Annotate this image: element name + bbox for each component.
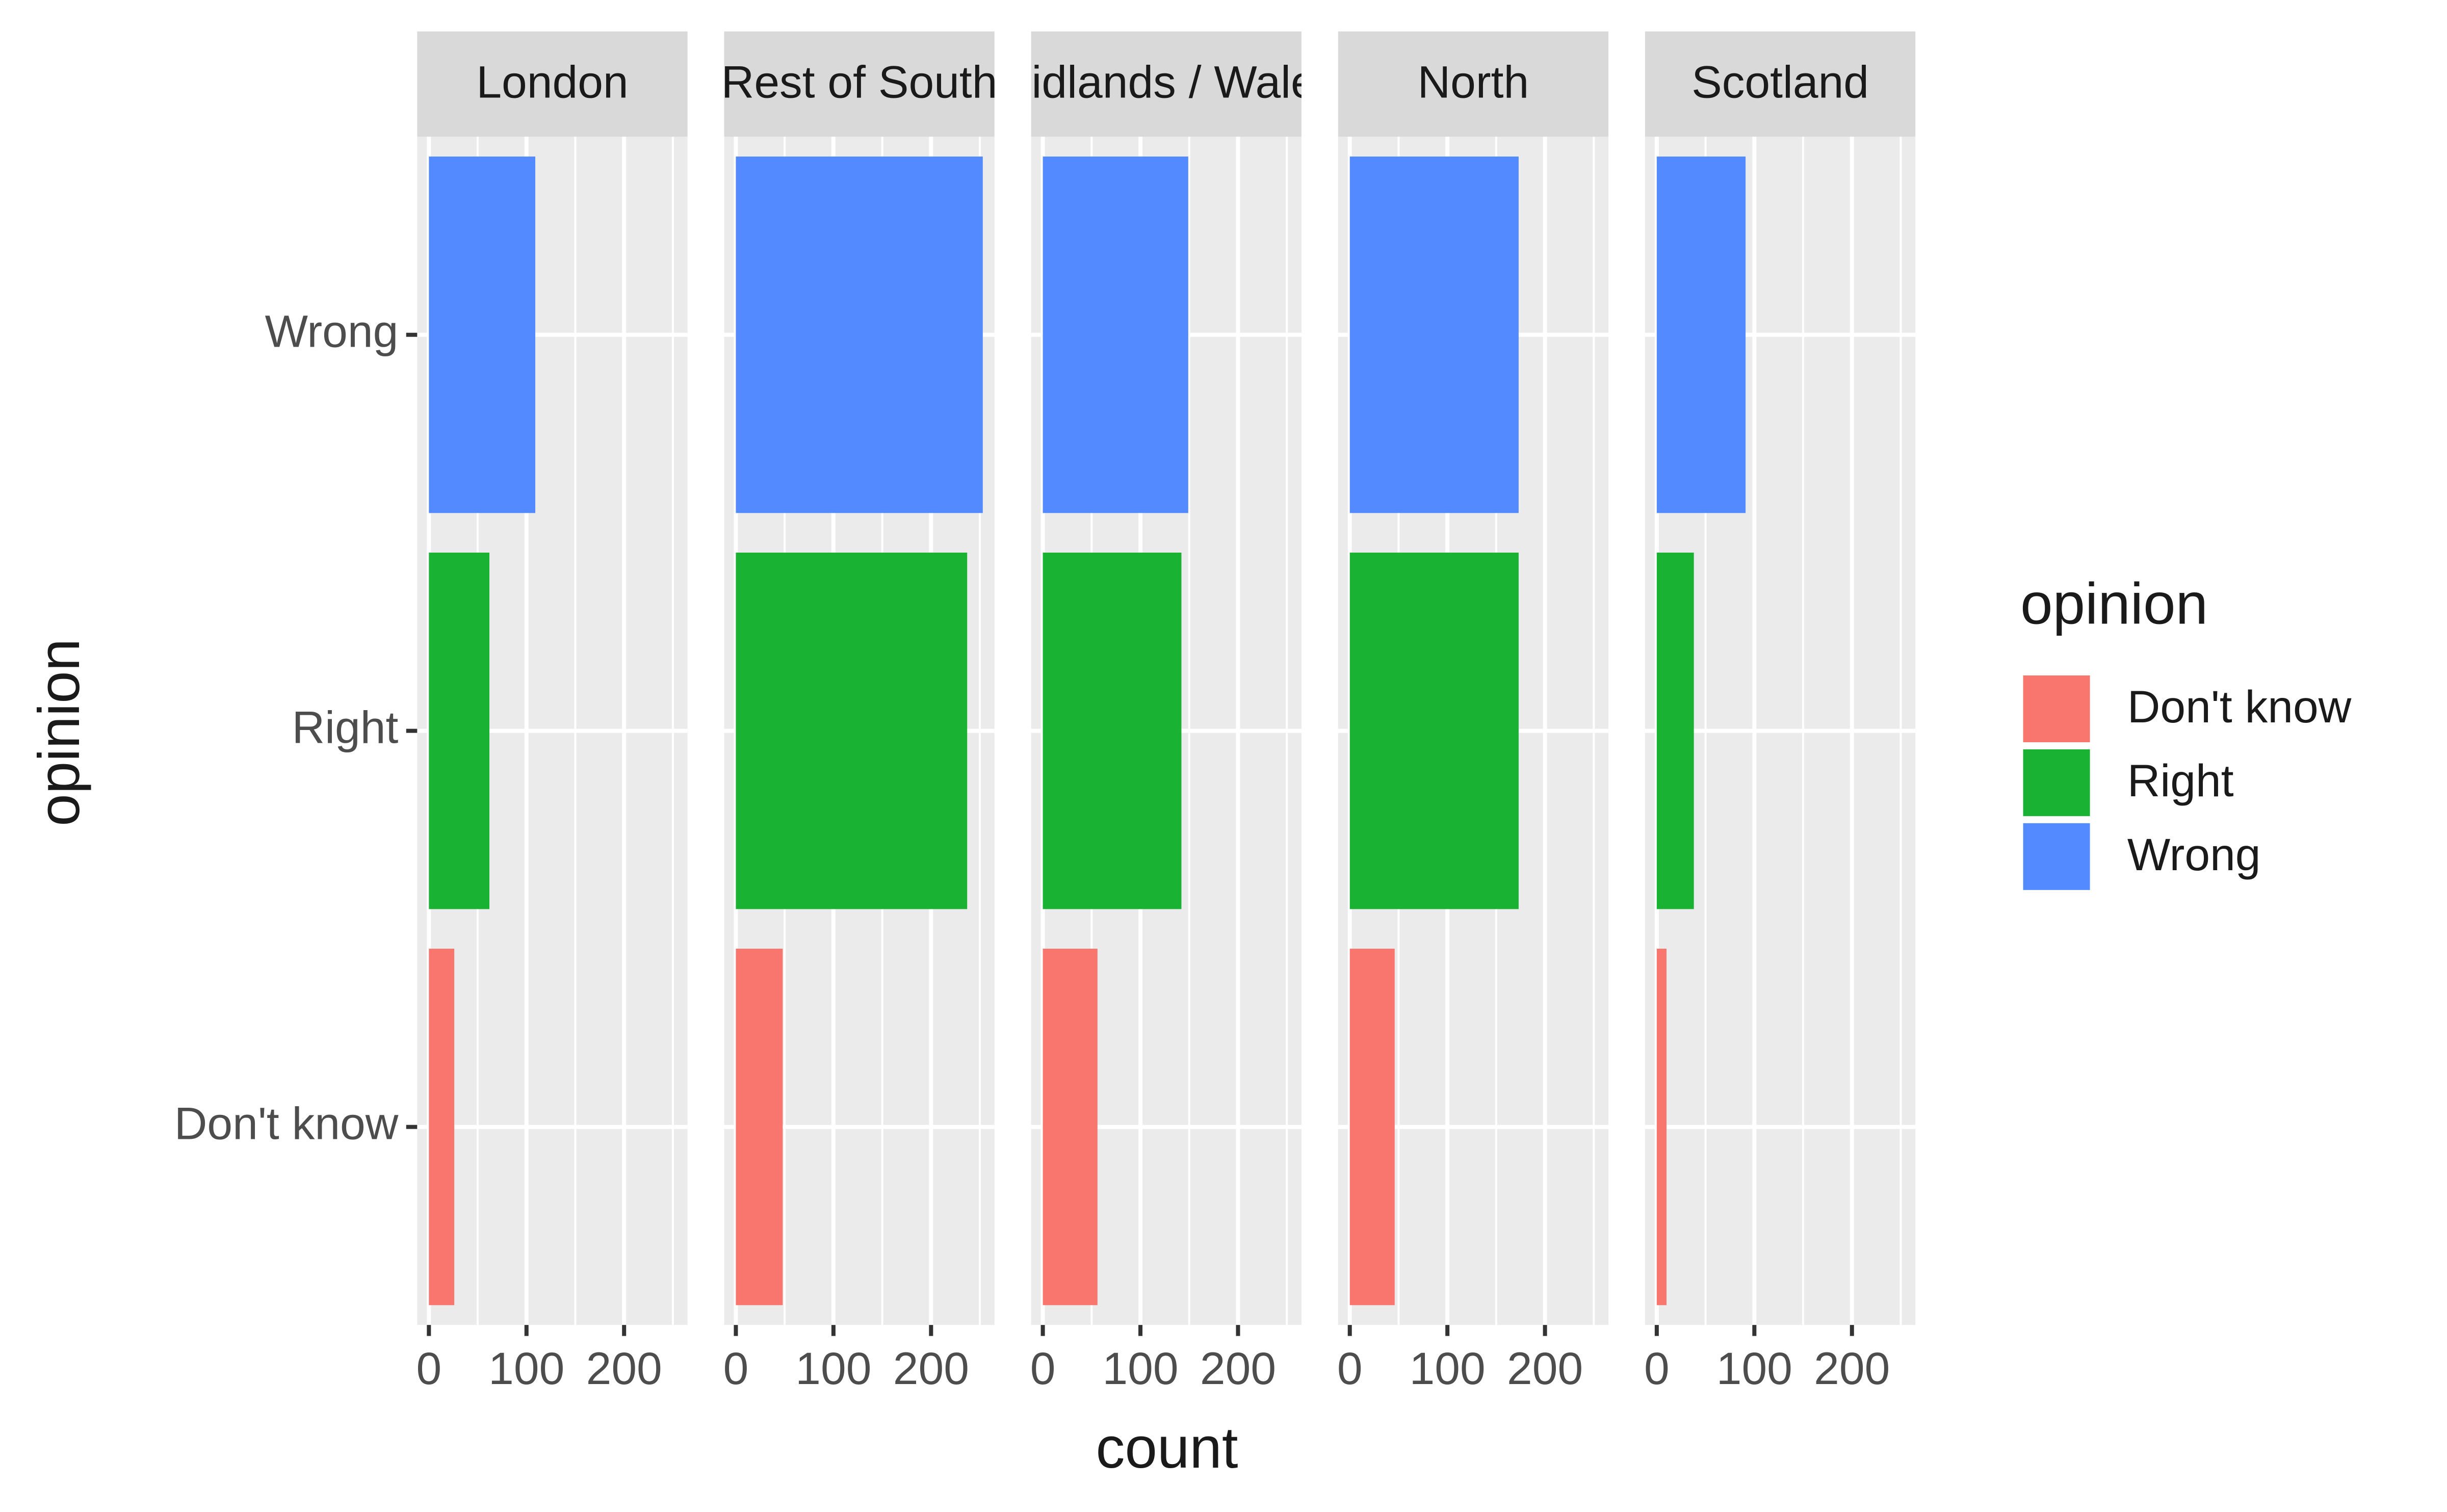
x-tick-label: 200	[1814, 1343, 1890, 1394]
bar	[736, 553, 968, 909]
bar	[429, 948, 455, 1306]
bar	[1043, 948, 1098, 1306]
x-tick-label: 0	[416, 1343, 441, 1394]
x-tick-label: 0	[723, 1343, 749, 1394]
x-tick-label: 100	[1410, 1343, 1486, 1394]
x-tick-label: 200	[1507, 1343, 1583, 1394]
x-tick-label: 0	[1030, 1343, 1056, 1394]
legend-label: Wrong	[2127, 829, 2261, 880]
facet-strip	[724, 31, 995, 137]
facet-strip	[1645, 31, 1916, 137]
legend-swatch	[2020, 821, 2093, 893]
bar	[736, 948, 783, 1306]
bar	[1043, 157, 1188, 513]
bar	[429, 157, 535, 513]
facet-label: London	[476, 57, 628, 108]
y-tick-label: Right	[292, 701, 399, 752]
x-tick-label: 200	[1200, 1343, 1276, 1394]
x-tick-label: 0	[1337, 1343, 1363, 1394]
facet-label: Rest of South	[721, 57, 998, 108]
facet-strip	[1338, 31, 1609, 137]
bar	[1349, 553, 1519, 909]
facet-label: Midlands / Wales	[994, 57, 1339, 108]
legend-swatch	[2020, 673, 2093, 745]
bar	[1656, 553, 1694, 909]
x-tick-label: 0	[1644, 1343, 1670, 1394]
x-axis-title: count	[1096, 1416, 1238, 1480]
facet-strip	[417, 31, 688, 137]
bar	[429, 553, 490, 909]
y-axis-title: opinion	[27, 639, 92, 826]
legend-title: opinion	[2020, 571, 2208, 636]
y-tick-label: Don't know	[174, 1098, 399, 1149]
bar	[1349, 948, 1395, 1306]
bar	[736, 157, 983, 513]
facet-label: Scotland	[1691, 57, 1869, 108]
y-tick-label: Wrong	[265, 305, 399, 356]
legend-label: Don't know	[2127, 681, 2352, 732]
x-tick-label: 200	[586, 1343, 662, 1394]
x-tick-label: 100	[1716, 1343, 1792, 1394]
bar	[1656, 948, 1667, 1306]
legend-swatch	[2020, 747, 2093, 819]
bar	[1349, 157, 1519, 513]
bar	[1043, 553, 1182, 909]
bar	[1656, 157, 1746, 513]
facet-label: North	[1418, 57, 1529, 108]
x-tick-label: 100	[1102, 1343, 1178, 1394]
x-tick-label: 200	[893, 1343, 969, 1394]
x-tick-label: 100	[488, 1343, 564, 1394]
x-tick-label: 100	[795, 1343, 871, 1394]
facet-strip	[1031, 31, 1301, 137]
legend-label: Right	[2127, 755, 2234, 806]
